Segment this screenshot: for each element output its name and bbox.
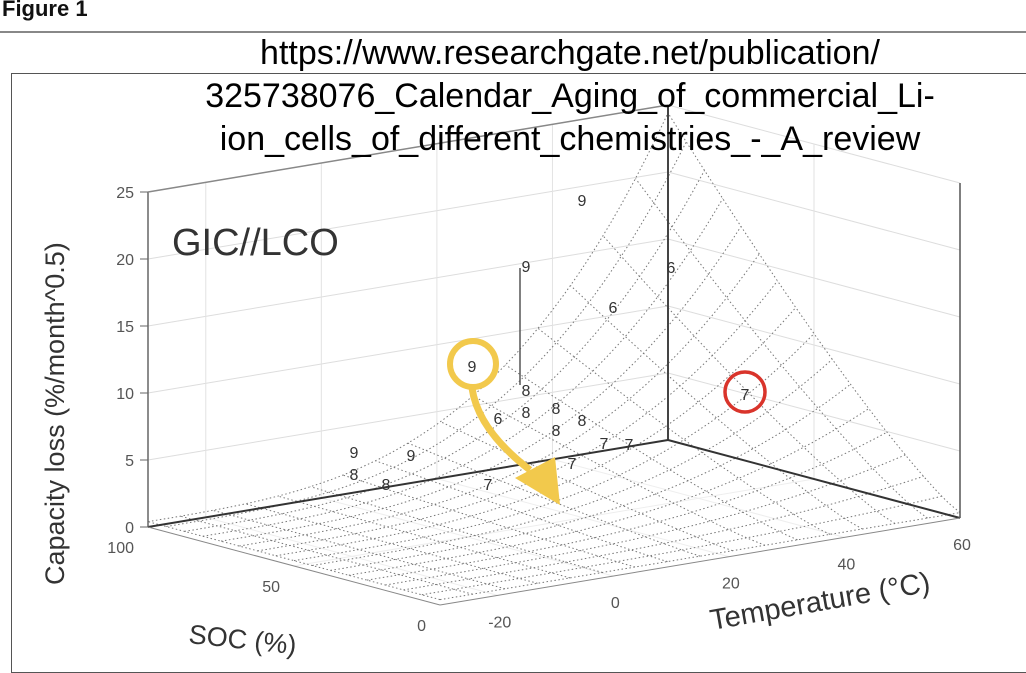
gridline — [293, 478, 815, 567]
arrow-shaft — [468, 387, 533, 473]
x-tick-label: 0 — [611, 595, 620, 612]
surface-mesh-line — [537, 327, 831, 535]
data-marker: 8 — [350, 467, 359, 484]
gridline — [147, 372, 669, 461]
x-tick-label: 60 — [953, 537, 971, 554]
z-tick-label: 0 — [125, 520, 134, 537]
data-marker: 7 — [600, 436, 609, 453]
data-marker: 8 — [522, 383, 531, 400]
gridline — [147, 238, 669, 327]
divider — [0, 31, 1026, 33]
surface-mesh-line — [245, 503, 538, 584]
surface-mesh-line — [277, 495, 571, 579]
highlight-circle-red — [723, 370, 767, 414]
data-marker: 6 — [494, 411, 503, 428]
x-tick-label: -20 — [488, 614, 511, 631]
source-url: https://www.researchgate.net/publication… — [130, 32, 1010, 161]
data-marker: 9 — [350, 445, 359, 462]
x-tick-label: 40 — [838, 556, 856, 573]
data-marker: 9 — [578, 193, 587, 210]
gridline — [147, 305, 669, 394]
data-marker: 6 — [609, 300, 618, 317]
data-marker: 8 — [578, 413, 587, 430]
surface-mesh-line — [348, 408, 870, 576]
surface-mesh-line — [635, 178, 928, 519]
data-marker: 9 — [468, 359, 477, 376]
surface-mesh-line — [293, 333, 815, 562]
surface-mesh-line — [570, 285, 863, 530]
data-marker: 7 — [484, 477, 493, 494]
data-marker: 7 — [568, 456, 577, 473]
y-tick-label: 100 — [107, 540, 134, 557]
box-edge — [667, 439, 961, 519]
surface-mesh-line — [257, 280, 778, 552]
surface-mesh-line — [342, 474, 636, 568]
surface-mesh-line — [407, 442, 701, 557]
y-tick-label: 0 — [417, 618, 426, 635]
data-marker: 8 — [382, 477, 391, 494]
x-tick-label: 20 — [722, 576, 740, 593]
surface-mesh-line — [147, 112, 669, 523]
surface-mesh-line — [375, 460, 668, 563]
surface-mesh-line — [212, 509, 506, 590]
surface-mesh-line — [239, 253, 760, 547]
y-axis-label: SOC (%) — [187, 619, 298, 660]
box-edge — [147, 104, 669, 193]
data-marker: 7 — [625, 437, 634, 454]
surface-mesh-line — [472, 395, 766, 546]
z-tick-label: 20 — [116, 252, 134, 269]
z-axis-label: Capacity loss (%/month^0.5) — [40, 242, 70, 585]
surface-mesh-line — [366, 431, 888, 581]
data-marker: 9 — [522, 259, 531, 276]
data-marker: 6 — [667, 260, 676, 277]
surface-mesh-line — [166, 141, 687, 527]
box-edge — [147, 439, 669, 528]
url-line: ion_cells_of_different_chemistries_-_A_r… — [219, 120, 921, 158]
arrow-head — [515, 457, 560, 505]
y-axis — [147, 526, 441, 606]
surface-mesh-line — [202, 198, 724, 537]
surface-mesh-line — [421, 495, 942, 596]
z-tick-label: 15 — [116, 319, 134, 336]
url-line: https://www.researchgate.net/publication… — [260, 34, 880, 72]
surface-mesh-line — [220, 226, 742, 542]
figure-label: Figure 1 — [2, 0, 88, 21]
data-marker: 8 — [522, 405, 531, 422]
surface-mesh-line — [330, 383, 851, 571]
data-marker: 7 — [741, 387, 750, 404]
surface-mesh-line — [184, 170, 705, 532]
data-marker: 9 — [407, 448, 416, 465]
data-marker: 8 — [552, 401, 561, 418]
data-marker: 8 — [552, 423, 561, 440]
z-tick-label: 5 — [125, 453, 134, 470]
highlight-circle-yellow — [447, 338, 499, 390]
x-axis-label: Temperature (°C) — [708, 567, 933, 637]
surface-mesh-line — [602, 235, 896, 524]
z-tick-label: 25 — [116, 185, 134, 202]
surface-mesh-line — [440, 421, 733, 552]
surface-mesh-line — [403, 475, 924, 591]
url-line: 325738076_Calendar_Aging_of_commercial_L… — [205, 77, 935, 115]
x-axis — [439, 517, 961, 606]
surface-mesh-line — [310, 486, 603, 573]
surface-mesh-line — [385, 454, 906, 586]
y-tick-label: 50 — [262, 579, 280, 596]
chart-title: GIC//LCO — [172, 222, 339, 264]
gridline — [147, 171, 669, 260]
surface-mesh-line — [275, 307, 797, 557]
z-tick-label: 10 — [116, 386, 134, 403]
